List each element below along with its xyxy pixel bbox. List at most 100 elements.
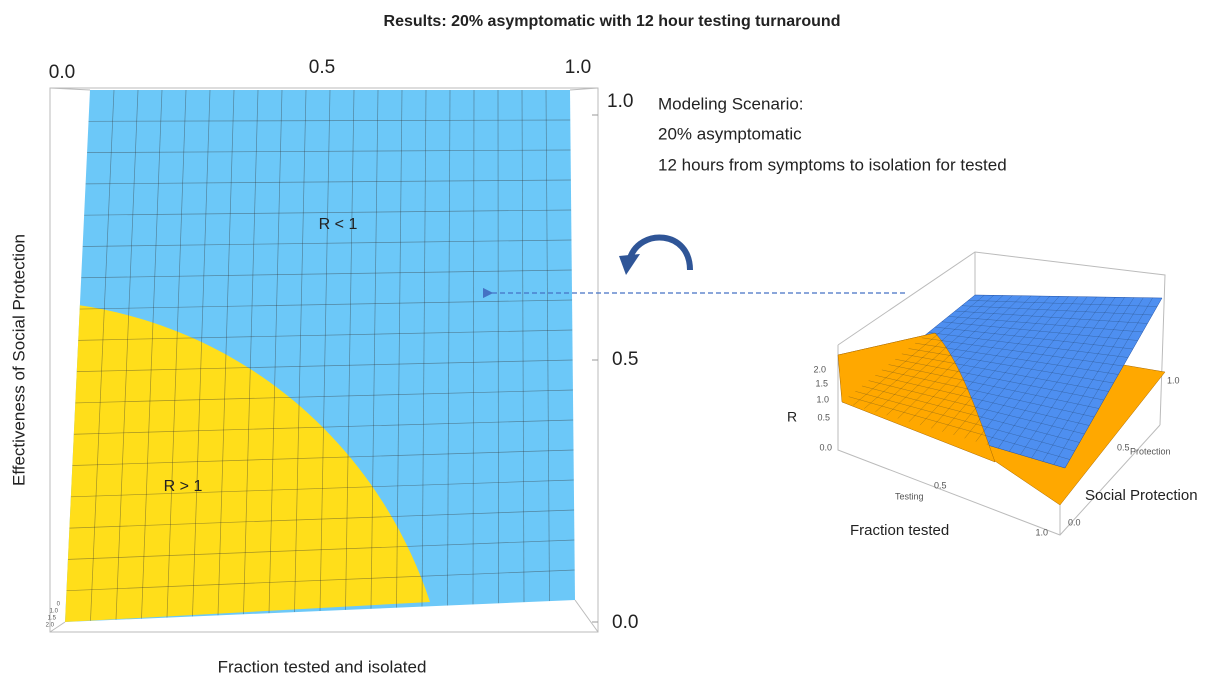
inset-mesh	[848, 294, 1158, 465]
mesh-line	[935, 326, 1133, 350]
mesh-line	[84, 209, 572, 216]
mesh-line	[908, 295, 1032, 422]
scenario-line: 20% asymptomatic	[658, 124, 802, 143]
mesh-line	[87, 149, 571, 153]
mesh-line	[875, 375, 1090, 426]
mesh-line	[115, 90, 139, 620]
right-tick: 0.5	[612, 349, 638, 370]
mesh-line	[948, 316, 1143, 333]
mesh-line	[886, 295, 1013, 416]
mesh-line	[931, 296, 1050, 429]
mesh-line	[964, 296, 1079, 439]
mesh-line	[864, 295, 994, 409]
mesh-line	[447, 90, 451, 606]
mesh-line	[855, 391, 1075, 452]
mesh-line	[88, 119, 571, 122]
mesh-line	[953, 296, 1069, 436]
mesh-line	[73, 419, 574, 435]
mesh-line	[141, 90, 163, 619]
mesh-line	[497, 90, 499, 604]
mesh-line	[908, 348, 1114, 384]
inset-x-name: Testing	[895, 491, 924, 501]
corner-tick: 0	[57, 602, 61, 608]
inset-x-tick: 0.5	[934, 480, 947, 490]
mesh-line	[961, 305, 1153, 316]
mesh-line	[868, 380, 1085, 435]
mesh-line	[888, 364, 1100, 409]
plot-frame	[49, 87, 599, 633]
corner-tick: 2.0	[46, 623, 55, 629]
mesh-line	[941, 321, 1138, 341]
mesh-line	[70, 479, 574, 498]
mesh-line	[919, 295, 1041, 426]
inset-z-tick: 0.0	[819, 442, 832, 452]
mesh-line	[78, 329, 573, 341]
scenario-line: 12 hours from symptoms to isolation for …	[658, 155, 1007, 174]
mesh-line	[895, 358, 1104, 401]
top-tick: 0.5	[309, 57, 335, 78]
scenario-heading: Modeling Scenario:	[658, 94, 804, 113]
inset-y-label: Social Protection	[1085, 487, 1198, 504]
mesh-line	[955, 310, 1148, 324]
mesh-line	[294, 90, 307, 613]
corner-tick: 1.0	[50, 609, 59, 615]
mesh-line	[1042, 297, 1144, 462]
mesh-line	[997, 296, 1107, 449]
mesh-line	[521, 90, 525, 603]
mesh-line	[897, 295, 1022, 419]
mesh-line	[396, 90, 403, 608]
mesh-line	[921, 337, 1124, 367]
y-label: Effectiveness of Social Protection	[9, 234, 28, 486]
mesh-line	[1009, 297, 1116, 452]
mesh-line	[82, 239, 572, 247]
mesh-line	[852, 294, 985, 406]
inset-z-tick: 1.5	[815, 378, 828, 388]
inset-z-label: R	[787, 409, 797, 425]
mesh-line	[861, 385, 1080, 443]
mesh-line	[881, 369, 1095, 418]
mesh-line	[85, 179, 571, 185]
mesh-line	[72, 449, 574, 466]
mesh	[66, 90, 575, 621]
inset-orange-above	[837, 332, 996, 463]
region-label: R > 1	[164, 478, 203, 495]
mesh-line	[81, 269, 572, 279]
inset-y-tick: 0.0	[1068, 517, 1081, 527]
mesh-line	[915, 342, 1119, 375]
mesh-line	[79, 299, 573, 310]
inset-y-name: Protection	[1130, 446, 1171, 456]
region-label: R < 1	[319, 216, 358, 233]
mesh-line	[268, 90, 283, 614]
mesh-line	[66, 569, 575, 592]
mesh-line	[942, 296, 1060, 432]
mesh-line	[975, 296, 1088, 442]
title: Results: 20% asymptomatic with 12 hour t…	[384, 13, 841, 30]
mesh-line	[472, 90, 475, 605]
right-tick: 1.0	[607, 91, 633, 112]
rotate-arrow	[627, 234, 693, 271]
mesh-line	[968, 300, 1158, 307]
mesh-line	[166, 90, 187, 618]
mesh-line	[76, 359, 573, 372]
inset-x-label: Fraction tested	[850, 522, 949, 539]
mesh-line	[875, 295, 1004, 413]
mesh-line	[319, 90, 331, 612]
inset-z-tick: 1.0	[816, 394, 829, 404]
x-label: Fraction tested and isolated	[218, 657, 427, 676]
mesh-line	[1031, 297, 1135, 459]
mesh-line	[75, 389, 573, 404]
mesh-line	[67, 539, 575, 560]
top-tick: 0.0	[49, 62, 75, 83]
inset-x-tick: 1.0	[1035, 527, 1048, 537]
mesh-line	[243, 90, 259, 615]
inset-y-tick: 0.5	[1117, 442, 1130, 452]
mesh-line	[986, 296, 1097, 446]
right-tick: 0.0	[612, 612, 638, 633]
mesh-line	[217, 90, 235, 616]
mesh-line	[192, 90, 211, 617]
mesh-line	[928, 332, 1129, 358]
mesh-line	[370, 90, 379, 609]
mesh-line	[545, 90, 550, 602]
